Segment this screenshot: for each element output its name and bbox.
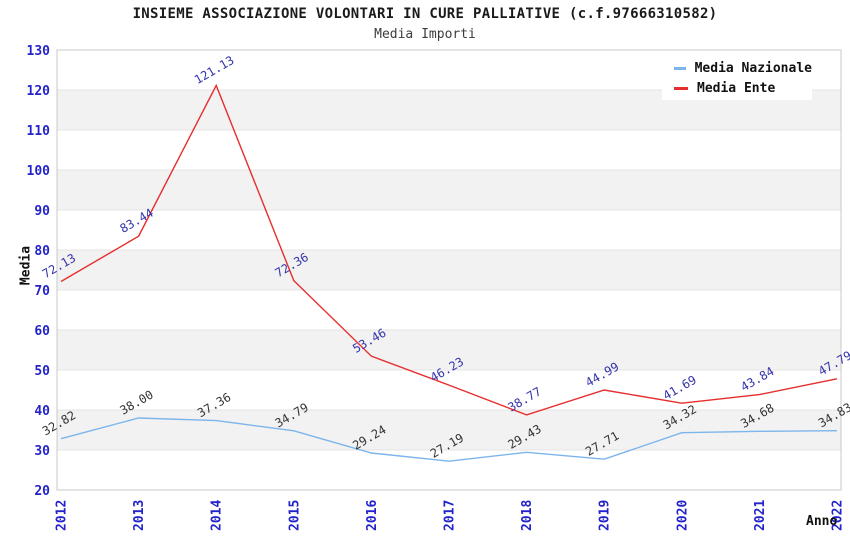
chart-title: INSIEME ASSOCIAZIONE VOLONTARI IN CURE P…: [132, 6, 718, 22]
data-label: 121.13: [192, 53, 237, 87]
x-tick-label: 2022: [831, 500, 846, 531]
x-tick-label: 2021: [753, 500, 768, 531]
plot-band: [57, 330, 841, 370]
x-tick-label: 2014: [210, 500, 225, 531]
y-tick-label: 110: [27, 124, 51, 139]
x-tick-label: 2016: [365, 500, 380, 531]
y-axis-title: Media: [18, 245, 34, 286]
y-tick-label: 20: [34, 484, 50, 499]
plot-band: [57, 250, 841, 290]
x-tick-label: 2015: [287, 500, 302, 531]
legend-swatch: [674, 86, 688, 90]
legend-item-media-ente: Media Ente: [674, 81, 812, 96]
y-tick-label: 130: [27, 44, 51, 59]
legend-label: Media Ente: [697, 80, 776, 96]
y-tick-label: 90: [34, 204, 50, 219]
legend-swatch: [674, 67, 686, 71]
x-tick-label: 2019: [598, 500, 613, 531]
legend-item-media-nazionale: Media Nazionale: [674, 61, 812, 76]
y-tick-label: 100: [27, 164, 51, 179]
y-tick-label: 70: [34, 284, 50, 299]
chart-subtitle: Media Importi: [374, 27, 476, 42]
legend: Media Nazionale Media Ente: [662, 57, 812, 100]
x-tick-label: 2012: [55, 500, 70, 531]
series-line-media-ente: [60, 83, 838, 416]
plot-border: [56, 49, 842, 491]
data-label: 41.69: [661, 373, 699, 403]
x-tick-label: 2018: [520, 500, 535, 531]
y-tick-label: 120: [27, 84, 51, 99]
x-tick-label: 2013: [132, 500, 147, 531]
x-tick-label: 2017: [443, 500, 458, 531]
plot-band: [57, 170, 841, 210]
x-tick-label: 2020: [675, 500, 690, 531]
series-line-media-nazionale: [60, 417, 838, 462]
plot-band: [57, 410, 841, 450]
legend-label: Media Nazionale: [694, 61, 812, 77]
x-axis-title: Anno: [806, 514, 838, 529]
y-tick-label: 60: [34, 324, 50, 339]
y-tick-label: 50: [34, 364, 50, 379]
y-tick-label: 30: [34, 444, 50, 459]
y-tick-label: 40: [34, 404, 50, 419]
y-tick-label: 80: [34, 244, 50, 259]
